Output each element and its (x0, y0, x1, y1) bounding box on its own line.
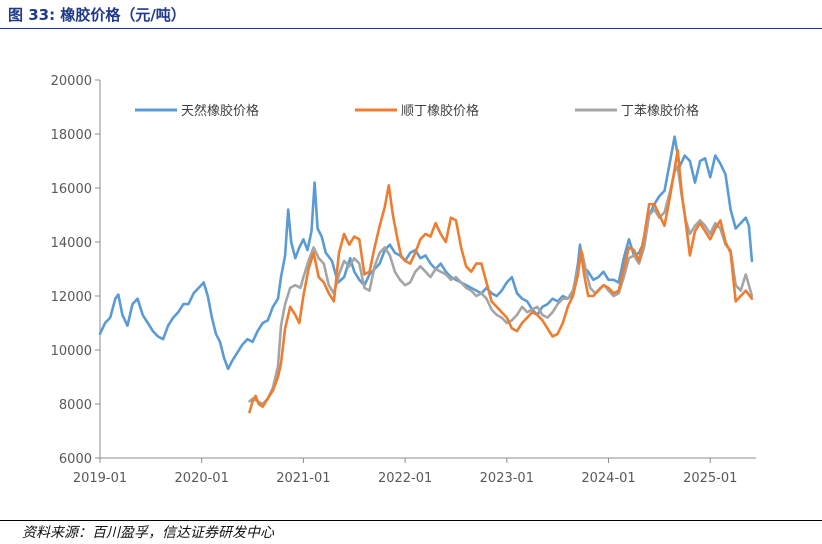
series-line-1 (98, 135, 754, 371)
legend: 天然橡胶价格 顺丁橡胶价格 丁苯橡胶价格 (135, 103, 699, 119)
x-tick-label: 2025-01 (683, 471, 737, 486)
legend-label-1: 天然橡胶价格 (181, 103, 259, 119)
source-rule (0, 520, 822, 521)
source-note: 资料来源：百川盈孚，信达证券研发中心 (22, 525, 274, 541)
y-axis: 6000 8000 10000 12000 14000 16000 18000 20000 (51, 74, 101, 467)
y-tick-label: 10000 (51, 344, 92, 359)
x-tick-label: 2022-01 (378, 471, 432, 486)
series-layer (98, 135, 754, 414)
x-tick-label: 2021-01 (276, 471, 330, 486)
y-tick-label: 14000 (51, 236, 92, 251)
y-tick-label: 12000 (51, 290, 92, 305)
y-tick-label: 20000 (51, 74, 92, 89)
legend-label-3: 丁苯橡胶价格 (621, 103, 699, 119)
figure-title: 图 33: 橡胶价格（元/吨） (8, 6, 186, 24)
y-tick-label: 18000 (51, 128, 92, 143)
y-tick-label: 8000 (59, 398, 92, 413)
x-axis: 2019-01 2020-01 2021-01 2022-01 2023-01 2024-… (73, 457, 756, 486)
legend-label-2: 顺丁橡胶价格 (401, 103, 479, 119)
x-tick-label: 2024-01 (581, 471, 635, 486)
x-tick-label: 2023-01 (480, 471, 534, 486)
x-tick-label: 2020-01 (175, 471, 229, 486)
price-line-chart: 6000 8000 10000 12000 14000 16000 18000 20000 2… (51, 74, 756, 486)
title-rule (0, 28, 822, 29)
x-tick-label: 2019-01 (73, 471, 127, 486)
y-tick-label: 16000 (51, 182, 92, 197)
y-tick-label: 6000 (59, 452, 92, 467)
series-line-2 (248, 148, 754, 414)
